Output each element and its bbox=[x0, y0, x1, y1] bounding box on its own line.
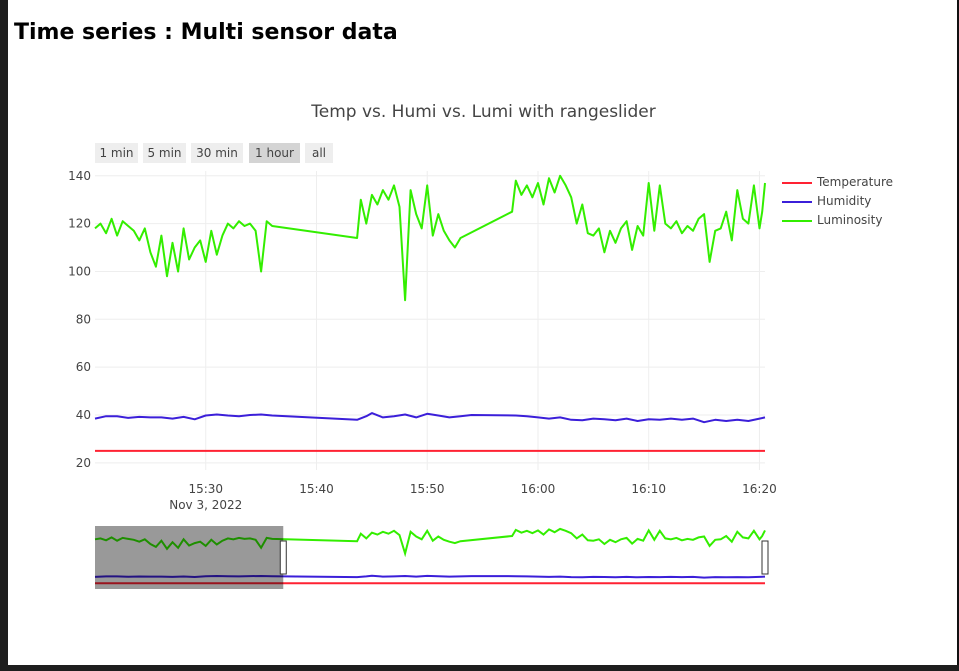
y-tick-label: 120 bbox=[68, 217, 91, 231]
legend-label-temperature: Temperature bbox=[817, 175, 894, 189]
rangeslider-mask bbox=[95, 526, 284, 589]
legend-label-humidity: Humidity bbox=[817, 194, 872, 208]
x-date-label: Nov 3, 2022 bbox=[169, 498, 242, 512]
series-line-luminosity bbox=[94, 174, 766, 302]
y-tick-label: 20 bbox=[76, 456, 91, 470]
y-tick-label: 40 bbox=[76, 408, 91, 422]
range-button-all[interactable]: all bbox=[305, 143, 333, 163]
legend-swatch-luminosity bbox=[782, 220, 812, 222]
range-button-30min[interactable]: 30 min bbox=[191, 143, 243, 163]
range-button-1min[interactable]: 1 min bbox=[95, 143, 138, 163]
rangeslider-line-luminosity bbox=[94, 527, 766, 558]
legend-label-luminosity: Luminosity bbox=[817, 213, 883, 227]
chart-plot-area[interactable]: 20 40 60 80 100 120 140 15:30 15:40 15:50 16:00 16:… bbox=[8, 0, 959, 665]
x-tick-label: 15:30 bbox=[188, 482, 223, 496]
range-button-1hour[interactable]: 1 hour bbox=[249, 143, 300, 163]
x-tick-label: 16:10 bbox=[631, 482, 666, 496]
rangeslider-line-humidity bbox=[94, 574, 766, 579]
page-title: Time series : Multi sensor data bbox=[14, 20, 398, 45]
x-tick-label: 16:20 bbox=[742, 482, 777, 496]
series-line-humidity bbox=[94, 412, 766, 424]
y-tick-label: 60 bbox=[76, 360, 91, 374]
x-tick-label: 15:50 bbox=[410, 482, 445, 496]
rangeslider-handle-right bbox=[761, 540, 769, 575]
rangeslider-handle-left bbox=[279, 540, 287, 575]
range-button-5min[interactable]: 5 min bbox=[143, 143, 186, 163]
legend-item-humidity[interactable]: Humidity bbox=[782, 193, 922, 212]
chart-title: Temp vs. Humi vs. Lumi with rangeslider bbox=[311, 102, 656, 122]
y-tick-label: 80 bbox=[76, 312, 91, 326]
legend-item-luminosity[interactable]: Luminosity bbox=[782, 212, 922, 231]
legend-item-temperature[interactable]: Temperature bbox=[782, 174, 922, 193]
legend-swatch-temperature bbox=[782, 182, 812, 184]
x-tick-label: 15:40 bbox=[299, 482, 334, 496]
page-frame: Time series : Multi sensor data Temp vs.… bbox=[8, 0, 959, 665]
y-tick-label: 140 bbox=[68, 169, 91, 183]
window-edge bbox=[957, 0, 959, 665]
y-tick-label: 100 bbox=[68, 264, 91, 278]
x-tick-label: 16:00 bbox=[521, 482, 556, 496]
legend-swatch-humidity bbox=[782, 201, 812, 203]
